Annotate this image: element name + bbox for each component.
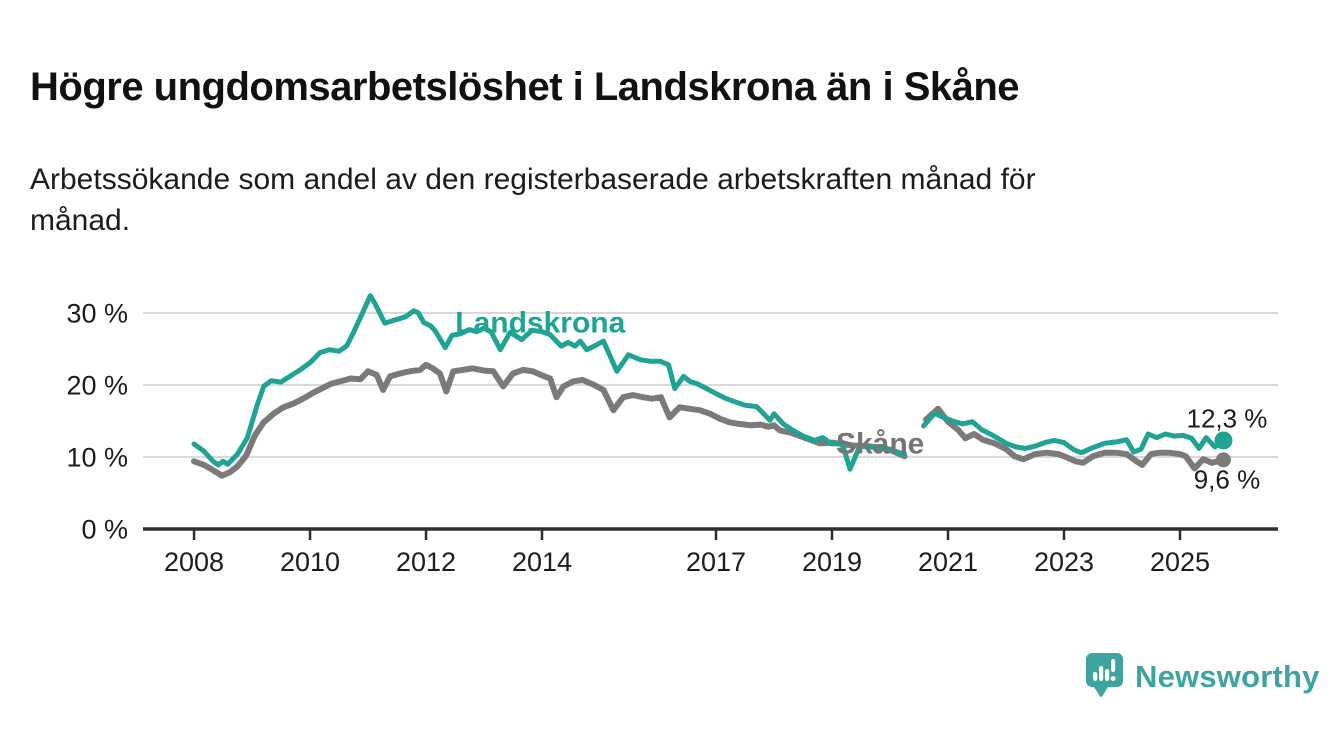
x-tick-label: 2014 — [512, 547, 572, 577]
y-tick-label: 30 % — [66, 299, 128, 329]
series-line-landskrona — [921, 410, 1226, 456]
x-tick-label: 2021 — [918, 547, 978, 577]
series-line-landskrona — [191, 293, 907, 472]
series-line-skane — [191, 361, 908, 479]
bar-chart-speech-bubble-icon — [1086, 653, 1123, 697]
page-subtitle: Arbetssökande som andel av den registerb… — [30, 163, 1036, 237]
x-tick-label: 2008 — [164, 547, 224, 577]
page-title: Högre ungdomsarbetslöshet i Landskrona ä… — [30, 64, 1020, 109]
end-value-skane: 9,6 % — [1194, 464, 1261, 494]
x-tick-label: 2012 — [396, 547, 456, 577]
x-tick-label: 2010 — [280, 547, 340, 577]
y-tick-label: 20 % — [66, 371, 128, 401]
x-tick-label: 2019 — [802, 547, 862, 577]
series-line-skane — [923, 405, 1227, 472]
end-dot-landskrona — [1214, 431, 1233, 450]
series-label-skane: Skåne — [836, 427, 924, 460]
x-tick-label: 2025 — [1150, 547, 1210, 577]
y-tick-label: 0 % — [81, 515, 128, 545]
newsworthy-logo: Newsworthy — [1086, 653, 1320, 700]
x-tick-label: 2023 — [1034, 547, 1094, 577]
y-tick-label: 10 % — [66, 443, 128, 473]
brand-name: Newsworthy — [1135, 658, 1320, 694]
series-label-landskrona: Landskrona — [455, 307, 625, 340]
end-dot-skane — [1215, 452, 1231, 468]
end-value-landskrona: 12,3 % — [1186, 404, 1267, 434]
x-tick-label: 2017 — [686, 547, 746, 577]
